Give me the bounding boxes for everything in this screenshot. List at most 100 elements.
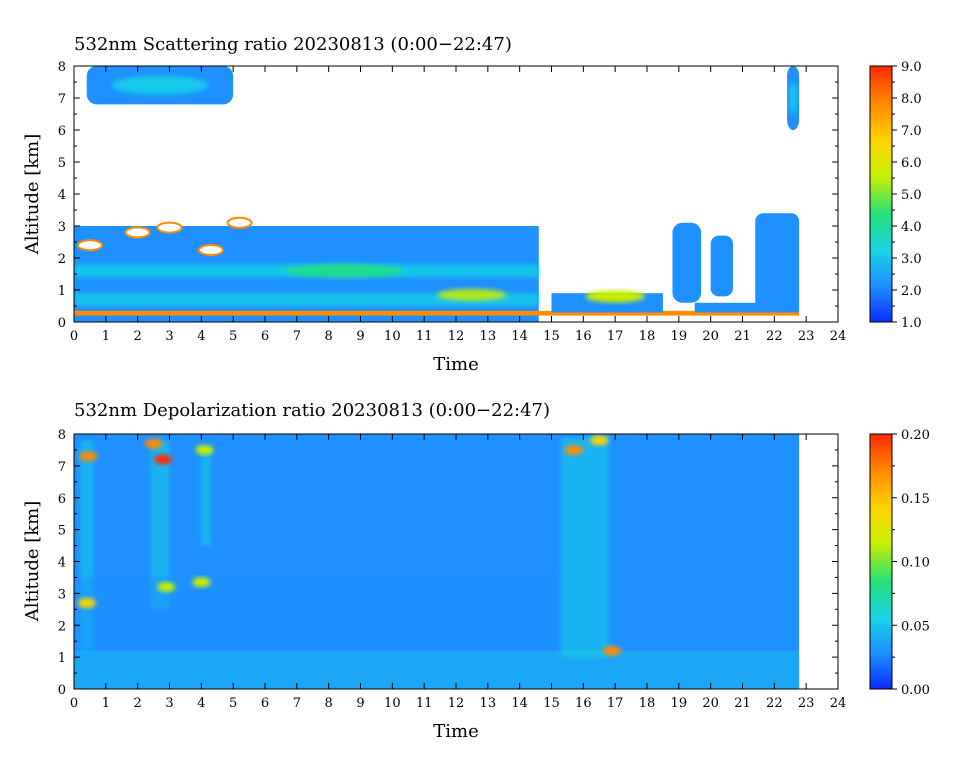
- x-tick-label: 22: [766, 696, 783, 711]
- x-tick-label: 12: [448, 696, 465, 711]
- x-tick-label: 16: [575, 696, 592, 711]
- depolarization-column-3: [561, 437, 609, 658]
- plot-area: [74, 434, 800, 689]
- x-tick-label: 13: [480, 329, 497, 344]
- colorbar-ticks: 1.0 2.0 3.0 4.0 5.0 6.0 7.0 8.0 9.0: [892, 60, 922, 331]
- x-tick-label: 13: [480, 696, 497, 711]
- x-tick-label: 1: [102, 329, 110, 344]
- x-tick-label: 5: [229, 696, 237, 711]
- x-tick-label: 24: [830, 329, 847, 344]
- x-tick-label: 14: [511, 329, 528, 344]
- x-tick-label: 3: [165, 329, 173, 344]
- x-tick-label: 23: [798, 329, 815, 344]
- y-tick-label: 1: [58, 284, 66, 299]
- colorbar-tick-label: 4.0: [901, 220, 922, 235]
- depolarization-column-2: [201, 449, 211, 546]
- colorbar-tick-label: 0.00: [901, 683, 930, 698]
- y-tick-label: 8: [58, 428, 66, 443]
- scattering-region-2: [551, 213, 800, 313]
- x-tick-label: 17: [607, 329, 624, 344]
- scattering-region-1: [74, 310, 800, 316]
- x-tick-label: 15: [543, 696, 560, 711]
- chart-title: 532nm Depolarization ratio 20230813 (0:0…: [74, 400, 550, 421]
- colorbar-tick-label: 6.0: [901, 156, 922, 171]
- x-tick-label: 9: [356, 329, 364, 344]
- y-tick-label: 7: [58, 92, 66, 107]
- colorbar: [869, 433, 893, 690]
- depolarization-ratio-panel: 532nm Depolarization ratio 20230813 (0:0…: [22, 400, 930, 742]
- scattering-region-3: [86, 66, 234, 105]
- x-tick-label: 6: [261, 696, 269, 711]
- colorbar-tick-label: 7.0: [901, 124, 922, 139]
- x-tick-label: 14: [511, 696, 528, 711]
- x-axis: 0 1 2 3 4 5 6 7 8 9 10 11 12 13 14 15 16 17 18 19 20 21 22 23 24: [70, 66, 846, 344]
- scattering-region-0: [74, 216, 539, 322]
- colorbar-tick-label: 1.0: [901, 316, 922, 331]
- depolarization-hotspot-8: [590, 435, 609, 446]
- x-tick-label: 11: [416, 329, 433, 344]
- x-axis-label: Time: [433, 721, 478, 742]
- y-tick-label: 6: [58, 492, 66, 507]
- colorbar-tick-label: 0.10: [901, 556, 930, 571]
- x-tick-label: 10: [384, 329, 401, 344]
- boundary-layer: [74, 650, 800, 689]
- x-tick-label: 2: [134, 696, 142, 711]
- x-tick-label: 19: [671, 696, 688, 711]
- x-tick-label: 9: [356, 696, 364, 711]
- y-tick-label: 6: [58, 124, 66, 139]
- x-tick-label: 20: [702, 329, 719, 344]
- x-tick-label: 2: [134, 329, 142, 344]
- depolarization-column-1: [150, 440, 170, 610]
- y-tick-label: 4: [58, 188, 66, 203]
- y-tick-label: 2: [58, 619, 66, 634]
- y-tick-label: 7: [58, 460, 66, 475]
- depolarization-hotspot-6: [192, 577, 211, 588]
- y-axis-label: Altitude [km]: [22, 134, 43, 256]
- colorbar: [869, 65, 893, 323]
- x-tick-label: 18: [639, 696, 656, 711]
- depolarization-hotspot-1: [77, 597, 96, 608]
- y-tick-label: 5: [58, 524, 66, 539]
- y-tick-label: 3: [58, 587, 66, 602]
- x-tick-label: 6: [261, 329, 269, 344]
- x-tick-label: 17: [607, 696, 624, 711]
- depolarization-hotspot-7: [564, 444, 583, 455]
- y-tick-label: 8: [58, 60, 66, 75]
- colorbar-tick-label: 5.0: [901, 188, 922, 203]
- x-tick-label: 8: [325, 329, 333, 344]
- colorbar-tick-label: 0.15: [901, 492, 930, 507]
- chart-title: 532nm Scattering ratio 20230813 (0:00−22…: [74, 34, 512, 55]
- x-tick-label: 16: [575, 329, 592, 344]
- y-tick-label: 5: [58, 156, 66, 171]
- y-axis-label: Altitude [km]: [22, 501, 43, 623]
- low-layer: [74, 577, 552, 689]
- y-tick-label: 0: [58, 316, 66, 331]
- x-tick-label: 12: [448, 329, 465, 344]
- y-tick-label: 3: [58, 220, 66, 235]
- x-tick-label: 20: [702, 696, 719, 711]
- colorbar-tick-label: 0.05: [901, 619, 930, 634]
- x-tick-label: 7: [293, 329, 301, 344]
- x-tick-label: 10: [384, 696, 401, 711]
- depolarization-hotspot-0: [79, 451, 98, 462]
- x-axis: 0 1 2 3 4 5 6 7 8 9 10 11 12 13 14 15 16 17 18 19 20 21 22 23 24: [70, 434, 846, 711]
- colorbar-tick-label: 9.0: [901, 60, 922, 75]
- x-tick-label: 11: [416, 696, 433, 711]
- depolarization-hotspot-2: [154, 454, 173, 465]
- y-tick-label: 2: [58, 252, 66, 267]
- x-tick-label: 18: [639, 329, 656, 344]
- plot-area: [74, 66, 800, 322]
- colorbar-tick-label: 0.20: [901, 428, 930, 443]
- y-tick-label: 0: [58, 683, 66, 698]
- x-tick-label: 22: [766, 329, 783, 344]
- x-tick-label: 4: [197, 696, 205, 711]
- y-tick-label: 4: [58, 556, 66, 571]
- x-tick-label: 21: [734, 696, 751, 711]
- x-tick-label: 15: [543, 329, 560, 344]
- depolarization-hotspot-4: [195, 444, 214, 455]
- depolarization-hotspot-9: [602, 645, 621, 656]
- depolarization-hotspot-3: [144, 438, 163, 449]
- colorbar-tick-label: 2.0: [901, 284, 922, 299]
- colorbar-ticks: 0.00 0.05 0.10 0.15 0.20: [892, 428, 930, 698]
